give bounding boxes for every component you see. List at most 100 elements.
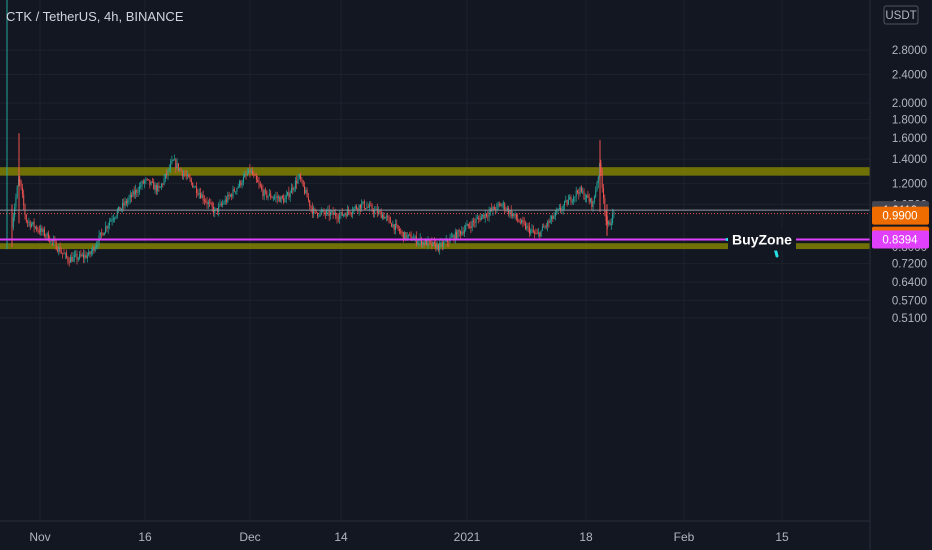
y-tick-label: 1.4000: [892, 154, 927, 166]
candle-body: [385, 216, 387, 218]
candle-body: [583, 191, 585, 199]
candle-body: [266, 191, 268, 198]
candle-body: [75, 254, 77, 256]
candle-body: [569, 196, 571, 200]
candle-body: [127, 200, 129, 204]
candle-body: [242, 177, 244, 184]
candle-body: [361, 203, 363, 209]
candle-body: [358, 204, 360, 211]
price-axis[interactable]: 2.8000 2.4000 2.0000 1.8000 1.6000 1.4000 1.20…: [869, 0, 932, 550]
candle-body: [267, 195, 269, 198]
buyzone-price-value: 0.8394: [882, 235, 918, 247]
y-tick-label: 1.2000: [892, 178, 927, 190]
candle-body: [328, 210, 330, 216]
candle-body: [372, 210, 374, 214]
candle-body: [428, 240, 430, 242]
time-axis[interactable]: Nov 16 Dec 14 2021 18 Feb 15: [0, 520, 870, 544]
currency-box[interactable]: [883, 5, 919, 25]
candle-body: [237, 186, 239, 189]
candle-body: [111, 219, 113, 221]
buyzone-price-badge: [872, 230, 929, 249]
candle-body: [245, 174, 247, 176]
candle-body: [88, 251, 90, 256]
candle-body: [426, 240, 428, 246]
y-tick-label: 0.5700: [892, 295, 927, 307]
candle-body: [146, 178, 148, 180]
candle-body: [558, 207, 560, 210]
candle-body: [200, 193, 201, 198]
candle-body: [224, 199, 226, 204]
candle-body: [310, 206, 312, 208]
candle-body: [265, 190, 266, 192]
candle-body: [163, 178, 165, 185]
candle-body: [55, 241, 57, 250]
candle-body: [497, 204, 499, 206]
candle-body: [365, 208, 367, 209]
candle-body: [166, 173, 168, 175]
candle-body: [252, 171, 253, 175]
candle-body: [374, 209, 376, 214]
candle-body: [189, 177, 191, 180]
candle-body: [12, 217, 14, 228]
candle-body: [504, 203, 506, 210]
candle-body: [151, 181, 153, 183]
candle-body: [375, 208, 377, 210]
candle-body: [378, 211, 380, 214]
x-tick-label: 18: [579, 530, 593, 544]
candle-body: [512, 213, 513, 217]
candle-body: [105, 226, 107, 233]
candle-body: [484, 213, 486, 219]
candle-body: [136, 189, 138, 193]
candle-body: [180, 168, 182, 171]
candle-body: [219, 203, 221, 206]
candle-body: [534, 232, 536, 234]
candle-body: [577, 190, 578, 193]
candle-body: [448, 242, 450, 243]
candle-body: [171, 160, 173, 164]
candle-body: [222, 203, 224, 205]
zone-band: [0, 167, 870, 176]
candle-body: [539, 232, 541, 237]
candle-body: [471, 221, 473, 229]
candle-body: [144, 180, 146, 184]
candle-body: [522, 219, 524, 223]
candle-body: [285, 195, 287, 199]
x-tick-label: 14: [334, 530, 348, 544]
candle-body: [291, 187, 292, 194]
candle-body: [64, 253, 66, 254]
candle-body: [306, 190, 308, 198]
zone-band: [0, 243, 870, 250]
candle-body: [42, 229, 44, 232]
candle-body: [194, 186, 196, 188]
candle-body: [318, 215, 320, 217]
candle-body: [155, 184, 157, 192]
currency-label: USDT: [885, 10, 916, 22]
candle-body: [76, 254, 78, 260]
candle-body: [362, 201, 364, 204]
candle-body: [304, 186, 305, 194]
candle-body: [363, 201, 365, 209]
candle-body: [579, 187, 581, 194]
candle-body: [613, 212, 615, 214]
x-tick-label: Nov: [29, 530, 50, 544]
candle-body: [239, 181, 240, 187]
candle-body: [280, 196, 282, 203]
candle-body: [253, 174, 255, 176]
candle-body: [140, 186, 142, 187]
candle-body: [124, 201, 126, 206]
candle-body: [466, 223, 468, 227]
candle-body: [473, 221, 474, 222]
candle-body: [349, 211, 351, 214]
candle-body: [388, 216, 390, 219]
candle-body: [532, 229, 534, 233]
candle-body: [336, 216, 338, 219]
candle-body: [317, 212, 318, 216]
candle-body: [298, 174, 300, 178]
candle-body: [493, 206, 495, 210]
candle-body: [452, 235, 454, 237]
candle-body: [109, 221, 110, 226]
candle-body: [356, 206, 357, 209]
candle-body: [401, 231, 403, 233]
